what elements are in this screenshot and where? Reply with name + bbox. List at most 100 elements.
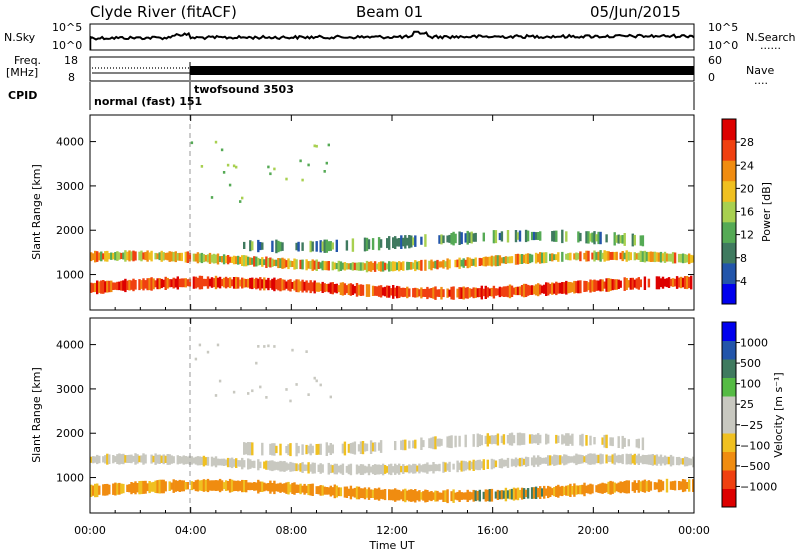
scatter-cell (150, 250, 153, 262)
scatter-cell (247, 392, 250, 395)
scatter-cell (392, 237, 395, 249)
scatter-cell (661, 457, 665, 464)
scatter-cell (357, 486, 361, 500)
power-colorbar-label: Power [dB] (760, 182, 773, 242)
scatter-cell (289, 260, 292, 268)
scatter-cell (309, 443, 312, 456)
scatter-cell (245, 279, 248, 288)
scatter-cell (442, 235, 445, 244)
scatter-cell (353, 286, 357, 294)
scatter-cell (140, 280, 143, 289)
scatter-cell (490, 255, 494, 267)
scatter-cell (255, 256, 258, 267)
scatter-cell (589, 233, 592, 242)
scatter-cell (591, 252, 594, 260)
scatter-cell (291, 462, 294, 472)
scatter-cell (480, 285, 483, 300)
scatter-cell (599, 231, 602, 245)
scatter-cell (160, 455, 163, 463)
scatter-cell (206, 478, 210, 493)
scatter-cell (553, 454, 556, 466)
scatter-cell (271, 483, 274, 492)
scatter-cell (90, 282, 93, 293)
scatter-cell (134, 280, 137, 290)
scatter-cell (464, 287, 467, 299)
scatter-cell (434, 490, 437, 502)
scatter-cell (569, 252, 572, 261)
scatter-cell (587, 282, 590, 291)
scatter-cell (146, 250, 149, 262)
scatter-cell (669, 454, 673, 467)
scatter-cell (317, 261, 320, 269)
scatter-cell (688, 458, 691, 466)
scatter-cell (108, 253, 111, 260)
scatter-cell (524, 229, 528, 243)
scatter-cell (510, 285, 514, 297)
scatter-cell (450, 435, 453, 449)
scatter-cell (315, 259, 318, 271)
scatter-cell (639, 279, 642, 288)
scatter-cell (293, 482, 296, 495)
scatter-cell (472, 258, 475, 266)
scatter-cell (500, 490, 504, 500)
scatter-cell (311, 483, 314, 496)
scatter-cell (561, 251, 564, 262)
scatter-cell (259, 277, 262, 291)
scatter-cell (474, 257, 477, 267)
scatter-cell (226, 255, 230, 265)
scatter-cell (200, 456, 204, 465)
scatter-cell (464, 434, 467, 448)
colorbar-swatch (722, 488, 736, 508)
scatter-cell (635, 439, 638, 448)
ytick-label: 2000 (56, 224, 84, 237)
scatter-cell (641, 251, 645, 262)
scatter-cell (243, 255, 246, 267)
scatter-cell (361, 441, 365, 455)
scatter-cell (627, 439, 630, 447)
colorbar-tick-label: 25 (740, 398, 754, 411)
scatter-cell (277, 483, 280, 492)
scatter-cell (319, 383, 322, 387)
scatter-cell (661, 276, 665, 289)
scatter-cell (432, 492, 435, 500)
colorbar-tick-label: 500 (740, 357, 761, 370)
scatter-cell (251, 241, 254, 251)
scatter-cell (665, 278, 669, 288)
scatter-cell (166, 454, 169, 465)
scatter-cell (436, 438, 439, 447)
scatter-cell (400, 262, 403, 270)
scatter-cell (549, 486, 552, 497)
scatter-cell (569, 483, 572, 497)
colorbar-tick-label: 20 (740, 182, 754, 195)
scatter-cell (436, 289, 439, 297)
scatter-cell (500, 231, 504, 242)
scatter-cell (539, 434, 542, 444)
scatter-cell (158, 278, 161, 290)
scatter-cell (347, 464, 351, 475)
scatter-cell (142, 278, 145, 291)
scatter-cell (118, 281, 121, 291)
scatter-cell (299, 281, 302, 291)
scatter-cell (235, 256, 238, 265)
scatter-cell (406, 465, 409, 473)
scatter-cell (633, 480, 636, 493)
scatter-cell (331, 282, 334, 295)
scatter-cell (651, 251, 655, 262)
scatter-cell (420, 437, 423, 450)
scatter-cell (589, 435, 592, 446)
scatter-cell (367, 487, 371, 500)
scatter-cell (406, 237, 409, 246)
scatter-cell (555, 281, 558, 296)
scatter-cell (428, 260, 431, 270)
scatter-cell (365, 260, 369, 273)
scatter-cell (226, 163, 230, 167)
scatter-cell (665, 253, 669, 262)
scatter-cell (251, 460, 254, 468)
scatter-cell (547, 434, 550, 444)
scatter-cell (577, 485, 580, 495)
scatter-cell (245, 255, 248, 267)
scatter-cell (307, 163, 310, 167)
colorbar-swatch (722, 340, 736, 360)
scatter-cell (381, 489, 385, 500)
scatter-cell (553, 254, 556, 261)
